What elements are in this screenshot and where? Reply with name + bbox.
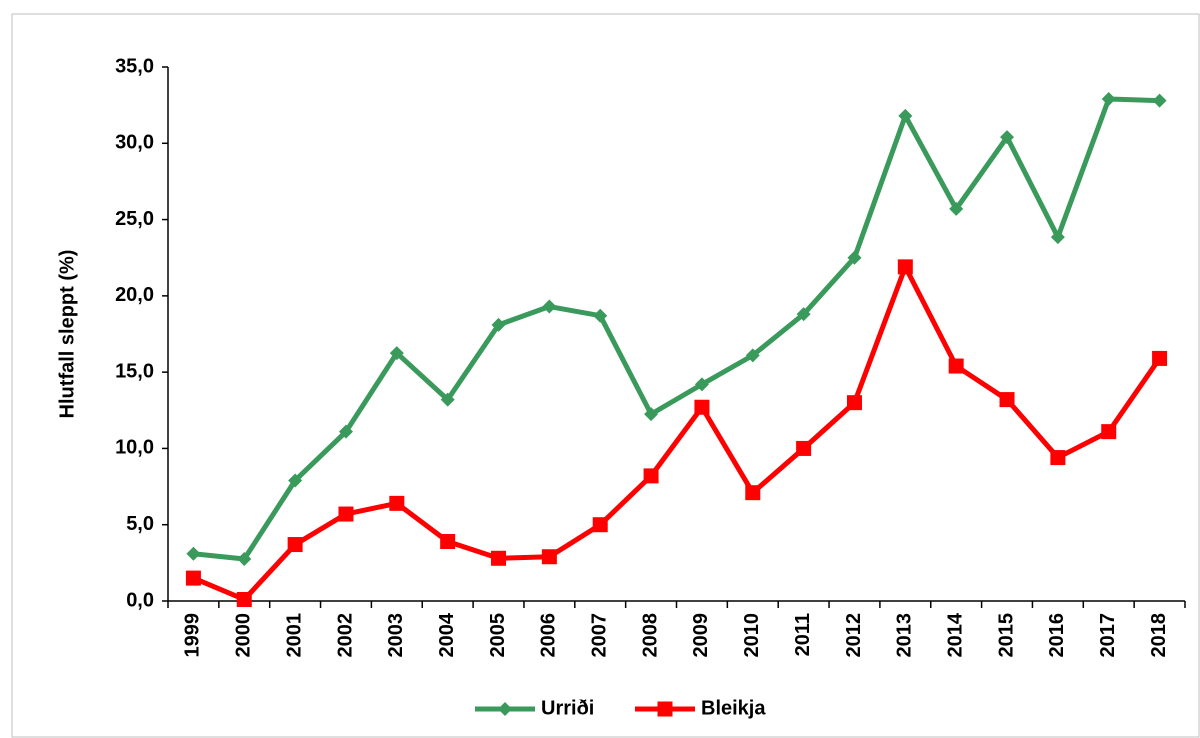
x-tick-label: 2010 xyxy=(741,613,763,658)
y-tick-label: 15,0 xyxy=(115,360,154,382)
y-tick-label: 0,0 xyxy=(126,589,154,611)
chart-frame xyxy=(11,13,1200,738)
x-tick-label: 2006 xyxy=(538,613,560,658)
point xyxy=(999,392,1015,408)
x-tick-label: 2004 xyxy=(436,612,458,657)
x-tick-label: 2014 xyxy=(944,612,966,657)
x-tick-label: 1999 xyxy=(182,613,204,658)
y-tick-label: 20,0 xyxy=(115,284,154,306)
point xyxy=(440,392,455,407)
point xyxy=(745,348,760,363)
point xyxy=(1101,424,1117,440)
point xyxy=(1101,92,1116,107)
x-tick-label: 2003 xyxy=(385,613,407,658)
point xyxy=(898,108,913,123)
legend-marker xyxy=(657,701,673,717)
legend-label: Urriði xyxy=(541,697,594,719)
point xyxy=(186,546,201,561)
y-tick-label: 35,0 xyxy=(115,55,154,77)
point xyxy=(847,250,862,265)
x-tick-label: 2013 xyxy=(894,613,916,658)
point xyxy=(542,299,557,314)
point xyxy=(1000,130,1015,145)
point xyxy=(338,424,353,439)
x-tick-label: 2016 xyxy=(1046,613,1068,658)
point xyxy=(592,517,608,533)
x-tick-label: 2012 xyxy=(843,613,865,658)
series-line xyxy=(192,264,1162,602)
x-tick-label: 2005 xyxy=(487,613,509,658)
x-tick-label: 2011 xyxy=(792,613,814,656)
x-tick-label: 2008 xyxy=(639,613,661,658)
y-axis-label: Hlutfall sleppt (%) xyxy=(56,250,78,419)
point xyxy=(541,549,557,565)
point xyxy=(796,307,811,322)
y-tick-label: 30,0 xyxy=(115,132,154,154)
point xyxy=(287,537,303,553)
point xyxy=(338,506,354,522)
x-tick-label: 2002 xyxy=(334,613,356,658)
point xyxy=(949,201,964,216)
point xyxy=(694,399,710,415)
point xyxy=(1050,230,1065,245)
point xyxy=(745,485,761,501)
y-tick-label: 5,0 xyxy=(126,513,154,535)
x-tick-label: 2009 xyxy=(690,613,712,658)
point xyxy=(491,550,507,566)
point xyxy=(491,317,506,332)
point xyxy=(389,346,404,361)
point xyxy=(593,308,608,323)
point xyxy=(185,570,201,586)
x-tick-label: 2007 xyxy=(589,613,611,658)
point xyxy=(948,358,964,374)
legend-marker xyxy=(498,702,512,716)
y-tick-label: 25,0 xyxy=(115,208,154,230)
point xyxy=(846,395,862,411)
x-tick-label: 2017 xyxy=(1097,613,1119,658)
point xyxy=(440,533,456,549)
point xyxy=(1152,350,1168,366)
x-tick-label: 2000 xyxy=(233,613,255,658)
point xyxy=(1152,93,1167,108)
x-tick-label: 2001 xyxy=(283,613,305,658)
point xyxy=(1050,450,1066,466)
point xyxy=(288,473,303,488)
point xyxy=(897,259,913,275)
legend-label: Bleikja xyxy=(701,697,766,719)
x-tick-label: 2015 xyxy=(995,613,1017,658)
point xyxy=(644,407,659,422)
y-tick-label: 10,0 xyxy=(115,437,154,459)
x-tick-label: 2018 xyxy=(1148,613,1170,658)
point xyxy=(694,377,709,392)
point xyxy=(643,468,659,484)
point xyxy=(237,552,252,567)
point xyxy=(236,591,252,607)
series-line xyxy=(193,96,1160,562)
point xyxy=(796,440,812,456)
point xyxy=(389,495,405,511)
